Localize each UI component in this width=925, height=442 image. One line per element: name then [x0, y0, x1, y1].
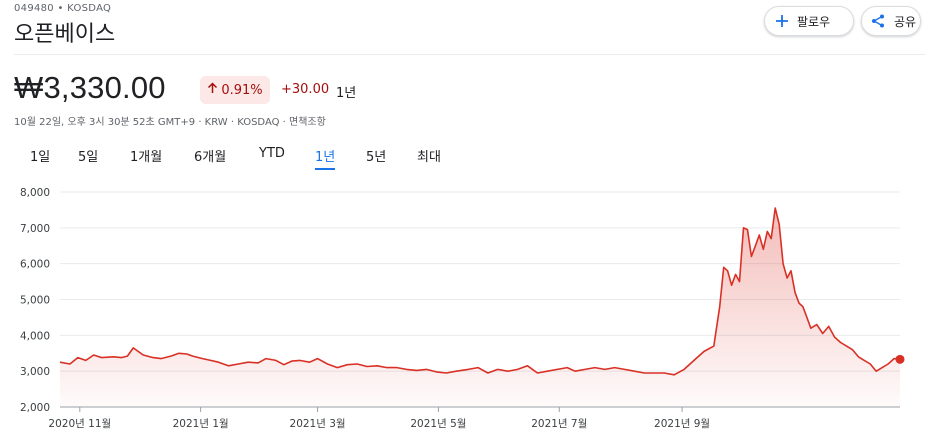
x-tick-label: 2021년 9월 — [654, 418, 710, 430]
y-tick-label: 7,000 — [20, 223, 50, 235]
follow-label: 팔로우 — [797, 14, 831, 29]
price-area — [60, 208, 900, 407]
price-chart[interactable]: 8,000 7,000 6,000 5,000 4,000 3,000 2,000 2020년… — [0, 175, 925, 442]
price-line — [59, 207, 901, 376]
y-tick-label: 2,000 — [20, 402, 50, 414]
change-percent: 0.91% — [221, 82, 263, 98]
share-icon — [870, 13, 886, 29]
y-tick-label: 4,000 — [20, 330, 50, 342]
header-divider — [14, 54, 925, 55]
y-tick-label: 8,000 — [20, 187, 50, 199]
x-tick-label: 2021년 5월 — [410, 418, 466, 430]
follow-button[interactable]: 팔로우 — [764, 6, 854, 36]
chart-axes: 8,000 7,000 6,000 5,000 4,000 3,000 2,000 2020년… — [20, 187, 710, 430]
arrow-up-icon — [207, 82, 218, 98]
current-price: ₩3,330.00 — [14, 70, 166, 105]
share-button[interactable]: 공유 — [861, 6, 921, 36]
tab-6m[interactable]: 6개월 — [194, 150, 227, 165]
tab-ytd[interactable]: YTD — [259, 146, 285, 161]
tab-1y[interactable]: 1년 — [315, 146, 336, 170]
tab-5d[interactable]: 5일 — [78, 150, 99, 165]
y-tick-label: 6,000 — [20, 259, 50, 271]
quote-meta: 10월 22일, 오후 3시 30분 52초 GMT+9 · KRW · KOS… — [14, 117, 326, 128]
x-tick-label: 2021년 7월 — [531, 418, 587, 430]
last-price-dot — [895, 354, 905, 364]
tab-max[interactable]: 최대 — [417, 150, 441, 165]
x-tick-label: 2021년 3월 — [290, 418, 346, 430]
stock-name: 오픈베이스 — [14, 22, 116, 47]
share-label: 공유 — [894, 14, 917, 29]
plus-icon — [775, 14, 789, 28]
change-period: 1년 — [336, 86, 357, 101]
y-tick-label: 3,000 — [20, 366, 50, 378]
tab-1m[interactable]: 1개월 — [130, 150, 163, 165]
change-absolute: +30.00 — [281, 82, 330, 97]
ticker-label: 049480 • KOSDAQ — [14, 3, 112, 14]
tab-5y[interactable]: 5년 — [366, 150, 387, 165]
x-tick-label: 2020년 11월 — [48, 418, 111, 430]
y-tick-label: 5,000 — [20, 295, 50, 307]
tab-1d[interactable]: 1일 — [30, 150, 51, 165]
change-percent-badge: 0.91% — [200, 76, 270, 104]
x-tick-label: 2021년 1월 — [173, 418, 229, 430]
